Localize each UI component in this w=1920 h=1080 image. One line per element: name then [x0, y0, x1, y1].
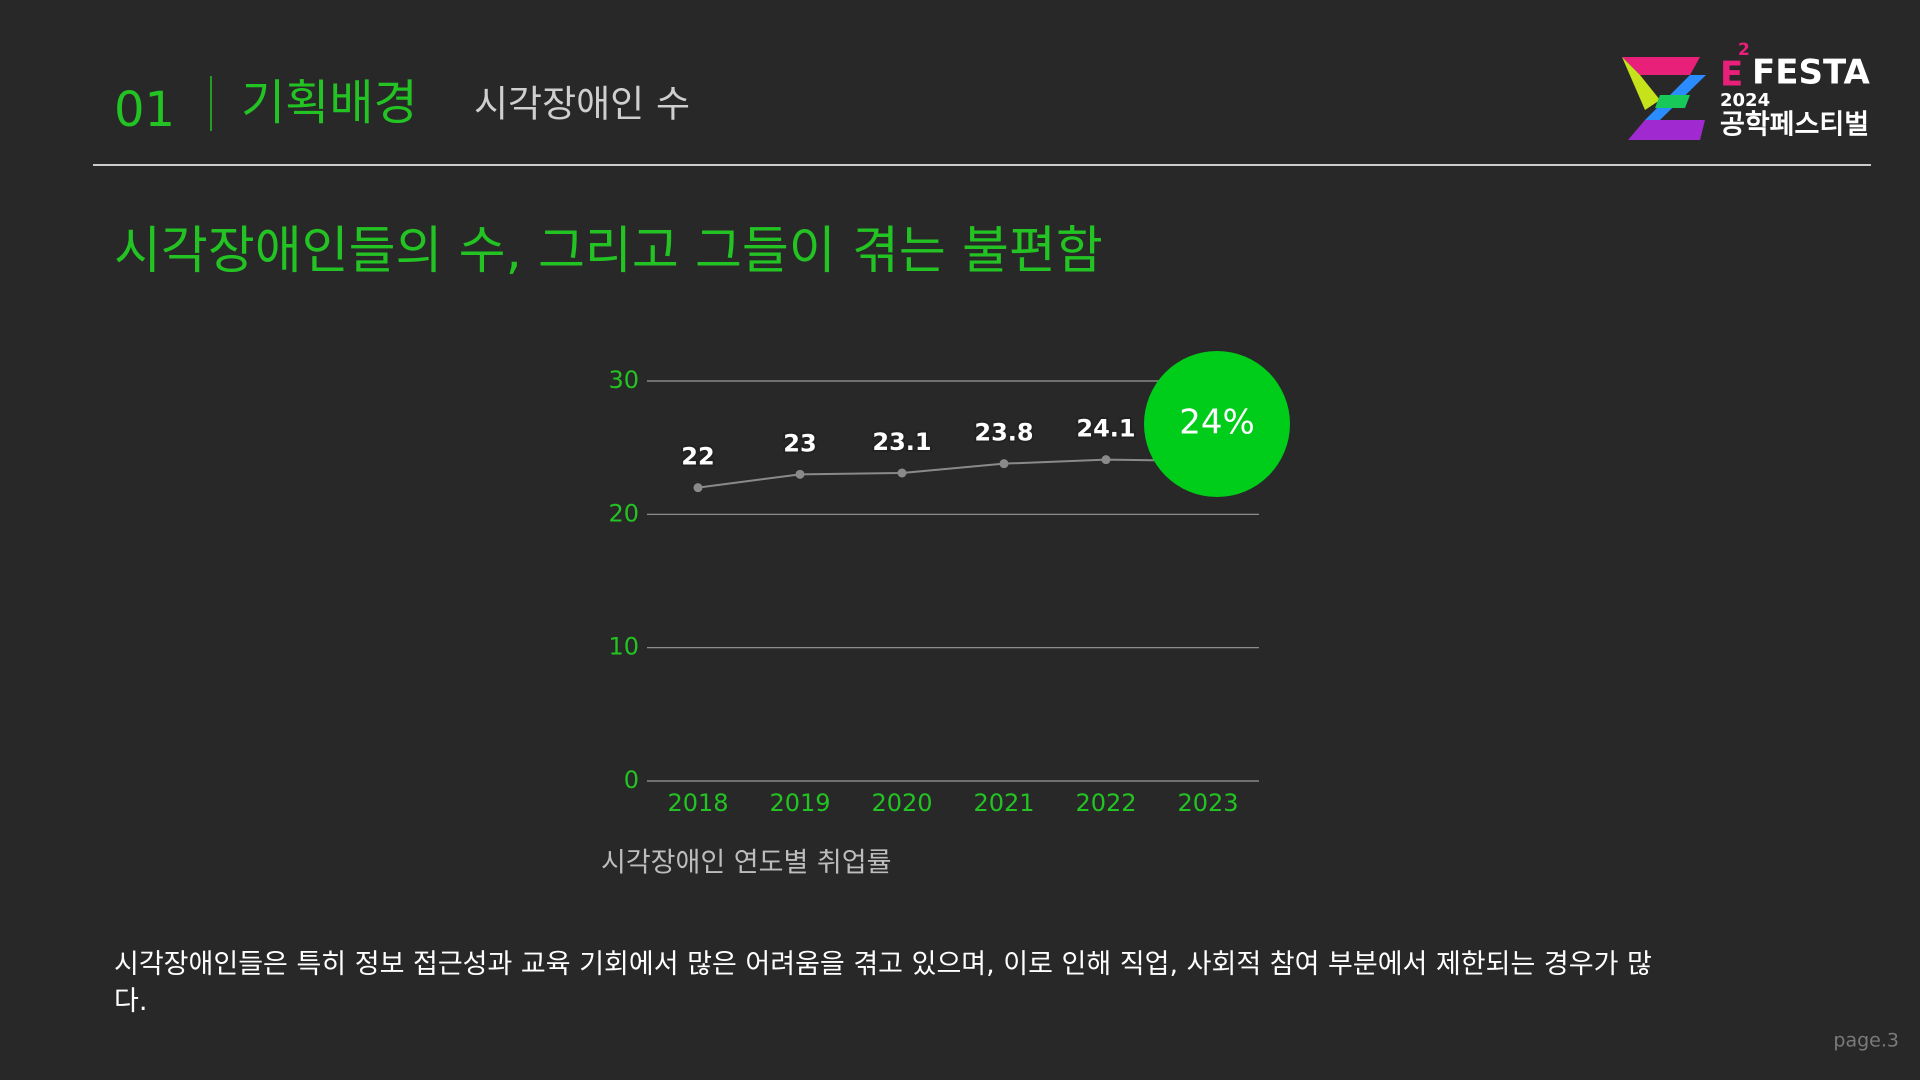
y-tick-label: 0: [624, 766, 639, 794]
section-subtitle: 시각장애인 수: [474, 83, 690, 126]
data-point: [897, 468, 907, 478]
data-point: [1101, 455, 1111, 465]
x-tick-label: 2023: [1177, 789, 1238, 817]
logo-shape: [1622, 57, 1700, 75]
chart-title: 시각장애인 연도별 취업률: [601, 848, 891, 879]
logo-letter: E: [1720, 55, 1743, 95]
y-tick-label: 30: [608, 366, 639, 394]
data-line: [697, 458, 1209, 489]
logo-superscript: 2: [1738, 40, 1750, 60]
section-number: 01: [114, 82, 175, 138]
x-tick-label: 2018: [667, 789, 728, 817]
data-label: 24.1: [1076, 415, 1135, 443]
page-number: page.3: [1833, 1030, 1899, 1052]
logo-year: 2024: [1720, 90, 1770, 111]
data-point: [795, 469, 805, 479]
data-label: 23.1: [872, 428, 931, 456]
section-title: 기획배경: [241, 75, 418, 131]
y-tick-label: 20: [608, 499, 639, 527]
logo-shape: [1622, 57, 1660, 110]
x-tick-label: 2022: [1075, 789, 1136, 817]
data-label: 23.8: [974, 419, 1033, 447]
data-label: 23: [783, 429, 816, 457]
data-label: 22: [681, 443, 714, 471]
highlight-label: 24%: [1179, 403, 1255, 443]
data-point: [999, 459, 1009, 469]
x-tick-label: 2019: [769, 789, 830, 817]
logo-shape: [1655, 95, 1690, 108]
data-point: [693, 483, 703, 493]
heading: 시각장애인들의 수, 그리고 그들이 겪는 불편함: [114, 222, 1103, 281]
y-tick-label: 10: [608, 633, 639, 661]
x-tick-label: 2021: [973, 789, 1034, 817]
logo: E 2 FESTA 2024 공학페스티벌: [1622, 40, 1870, 141]
logo-korean: 공학페스티벌: [1720, 110, 1869, 141]
logo-name: FESTA: [1752, 53, 1870, 93]
body-text: 시각장애인들은 특히 정보 접근성과 교육 기회에서 많은 어려움을 겪고 있으…: [114, 949, 1652, 1017]
highlight-circle: [1144, 351, 1290, 497]
logo-shape: [1628, 120, 1705, 140]
x-tick-label: 2020: [871, 789, 932, 817]
